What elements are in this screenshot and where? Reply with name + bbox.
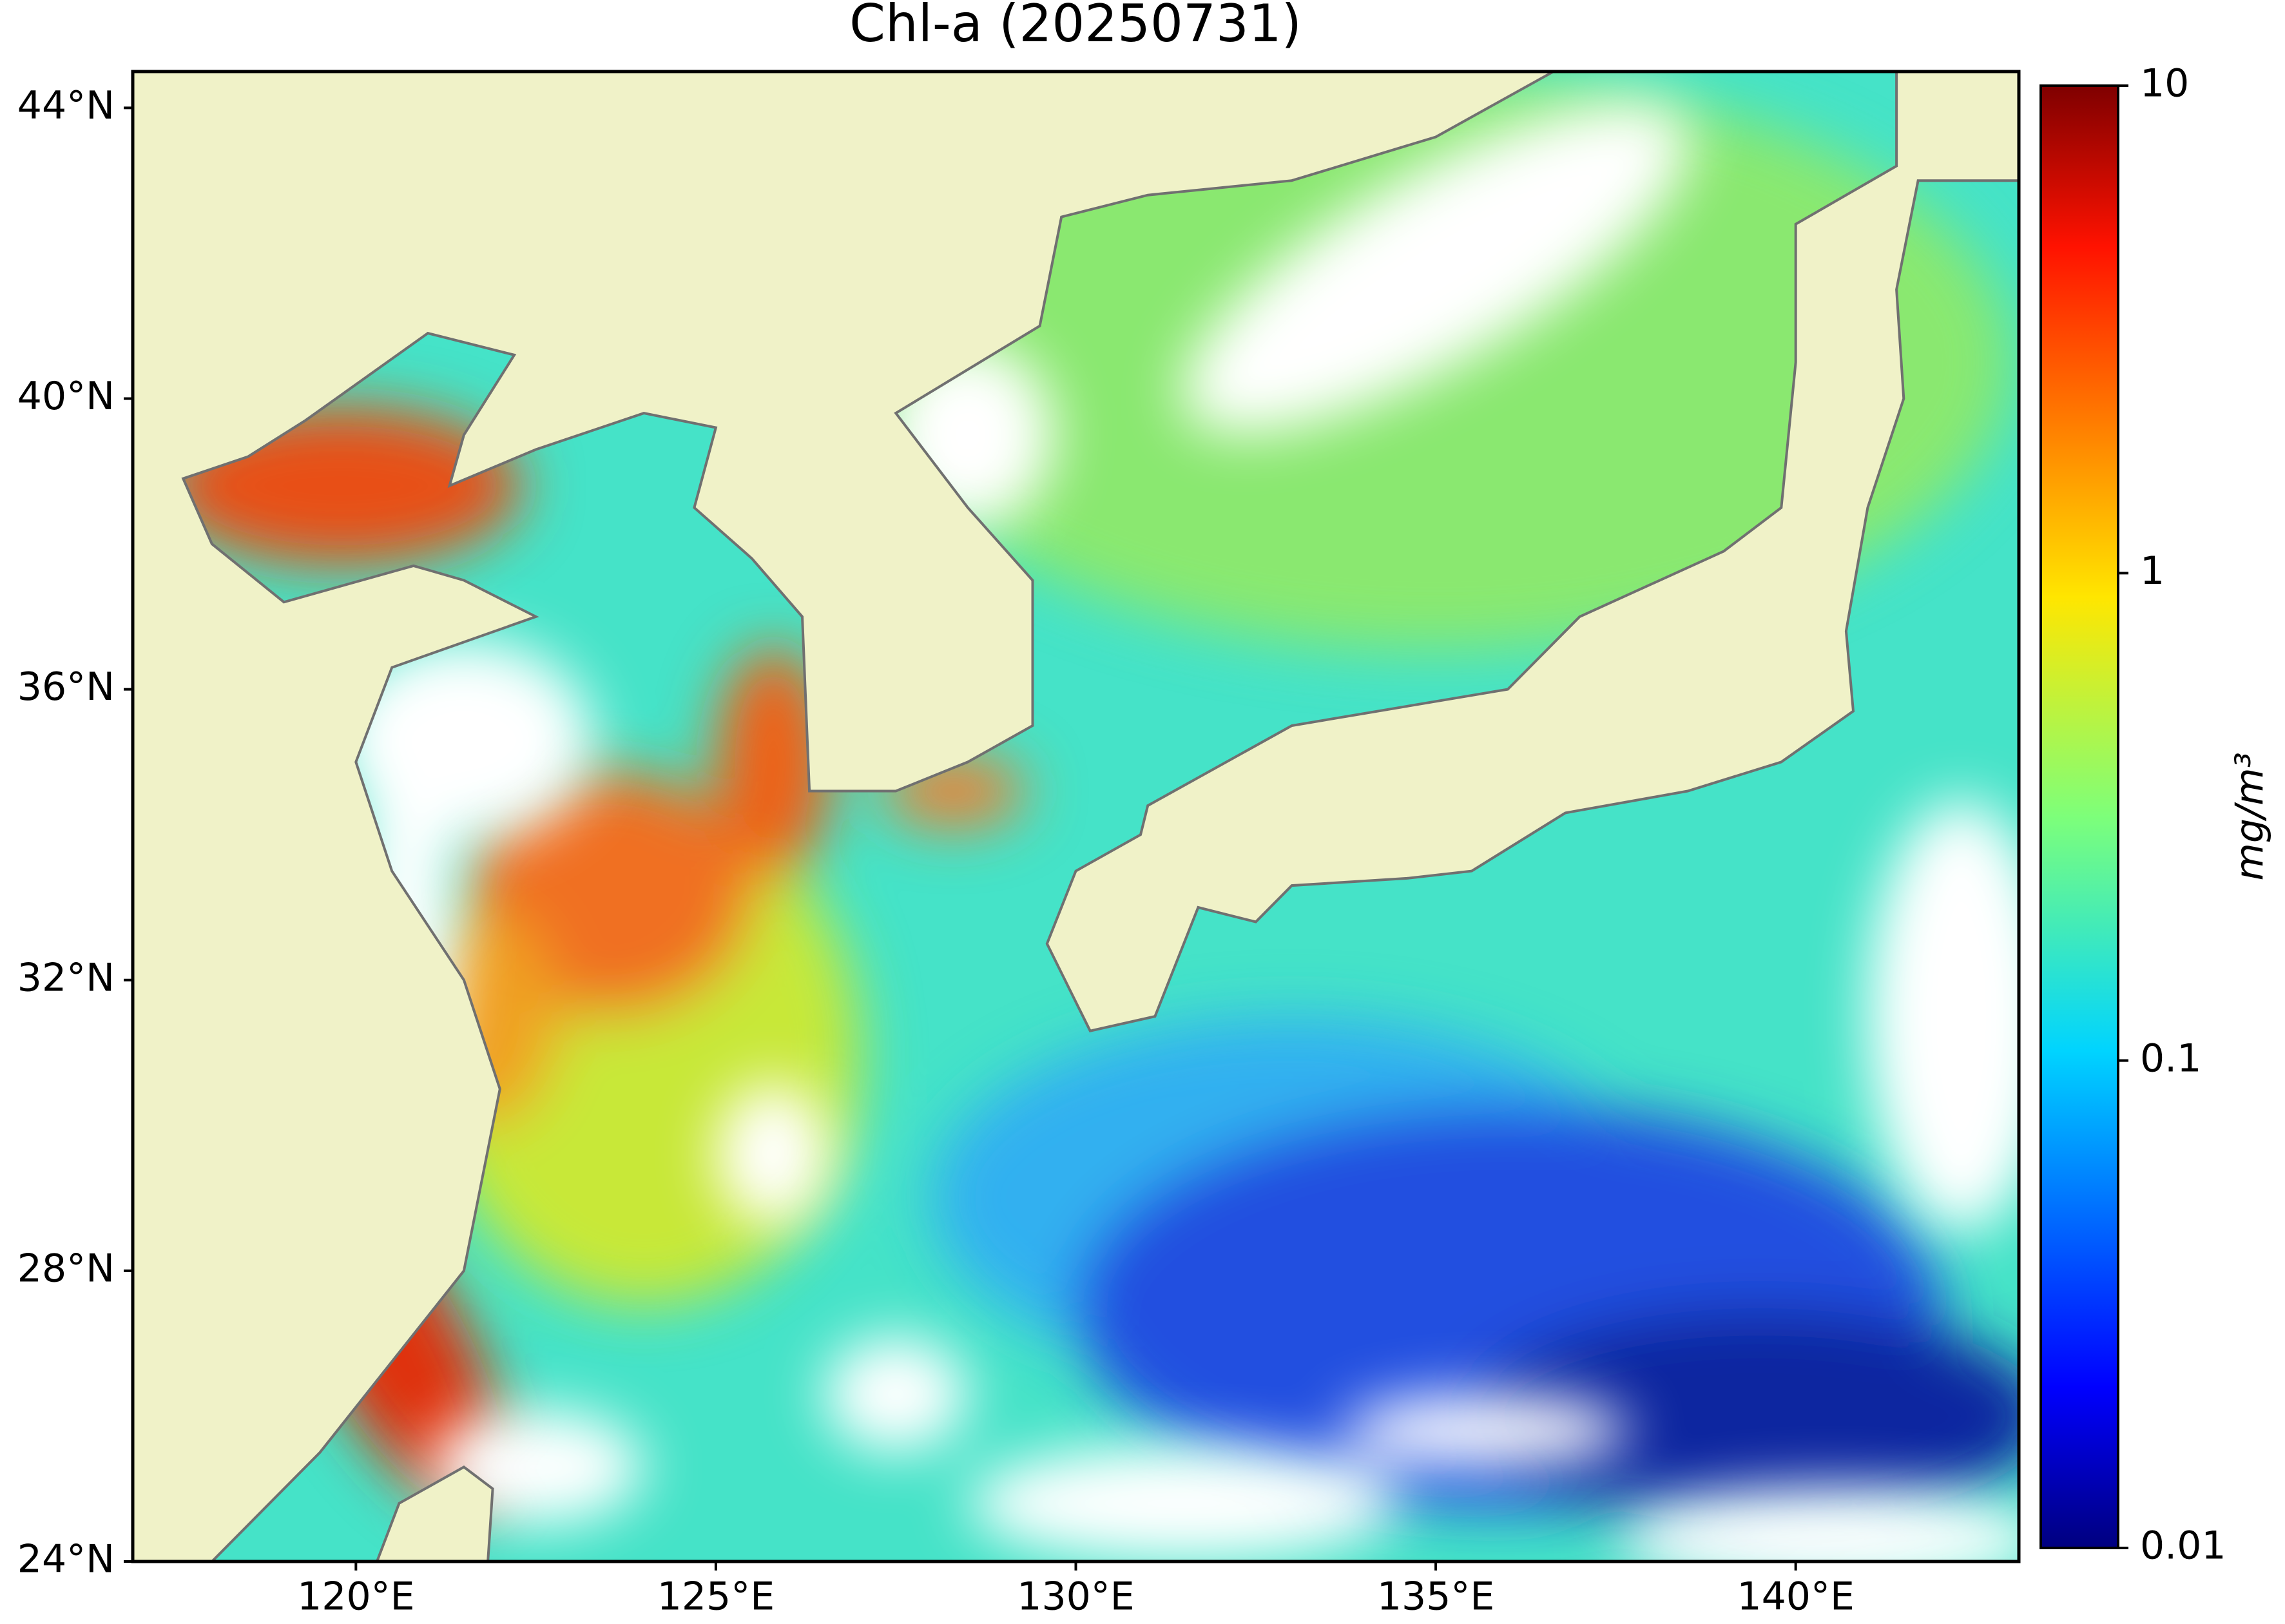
y-tick-label: 40°N [17, 374, 115, 419]
y-tick-label: 44°N [17, 83, 115, 128]
x-tick-label: 125°E [657, 1574, 775, 1619]
cloud-mask [334, 102, 2019, 1561]
blob [967, 1445, 1401, 1561]
blob [1181, 102, 1690, 434]
y-tick-label: 28°N [17, 1246, 115, 1291]
colorbar-tick-label: 10 [2140, 61, 2189, 106]
blob [1867, 800, 2019, 1233]
blob [824, 1337, 969, 1453]
colorbar-tick-label: 0.01 [2140, 1523, 2226, 1569]
coastline [181, 72, 2019, 1561]
chart-title: Chl-a (20250731) [849, 0, 1302, 53]
map-area [133, 72, 2019, 1561]
island [375, 1465, 494, 1561]
colorbar [2039, 84, 2119, 1549]
colorbar-tick-label: 0.1 [2140, 1036, 2201, 1081]
blob [1615, 1489, 2019, 1561]
blob [715, 1082, 831, 1227]
y-tick-label: 24°N [17, 1537, 115, 1582]
y-tick-label: 36°N [17, 664, 115, 710]
x-tick-label: 120°E [297, 1574, 414, 1619]
colorbar-tick-label: 1 [2140, 548, 2164, 594]
blob [1470, 1308, 2019, 1525]
blob [1342, 1394, 1631, 1467]
colorbar-label: mg/m³ [2228, 752, 2273, 880]
sea [176, 72, 2019, 1561]
x-tick-label: 135°E [1377, 1574, 1494, 1619]
x-tick-label: 130°E [1017, 1574, 1134, 1619]
x-tick-label: 140°E [1737, 1574, 1854, 1619]
y-tick-label: 32°N [17, 955, 115, 1000]
blob [715, 646, 831, 878]
